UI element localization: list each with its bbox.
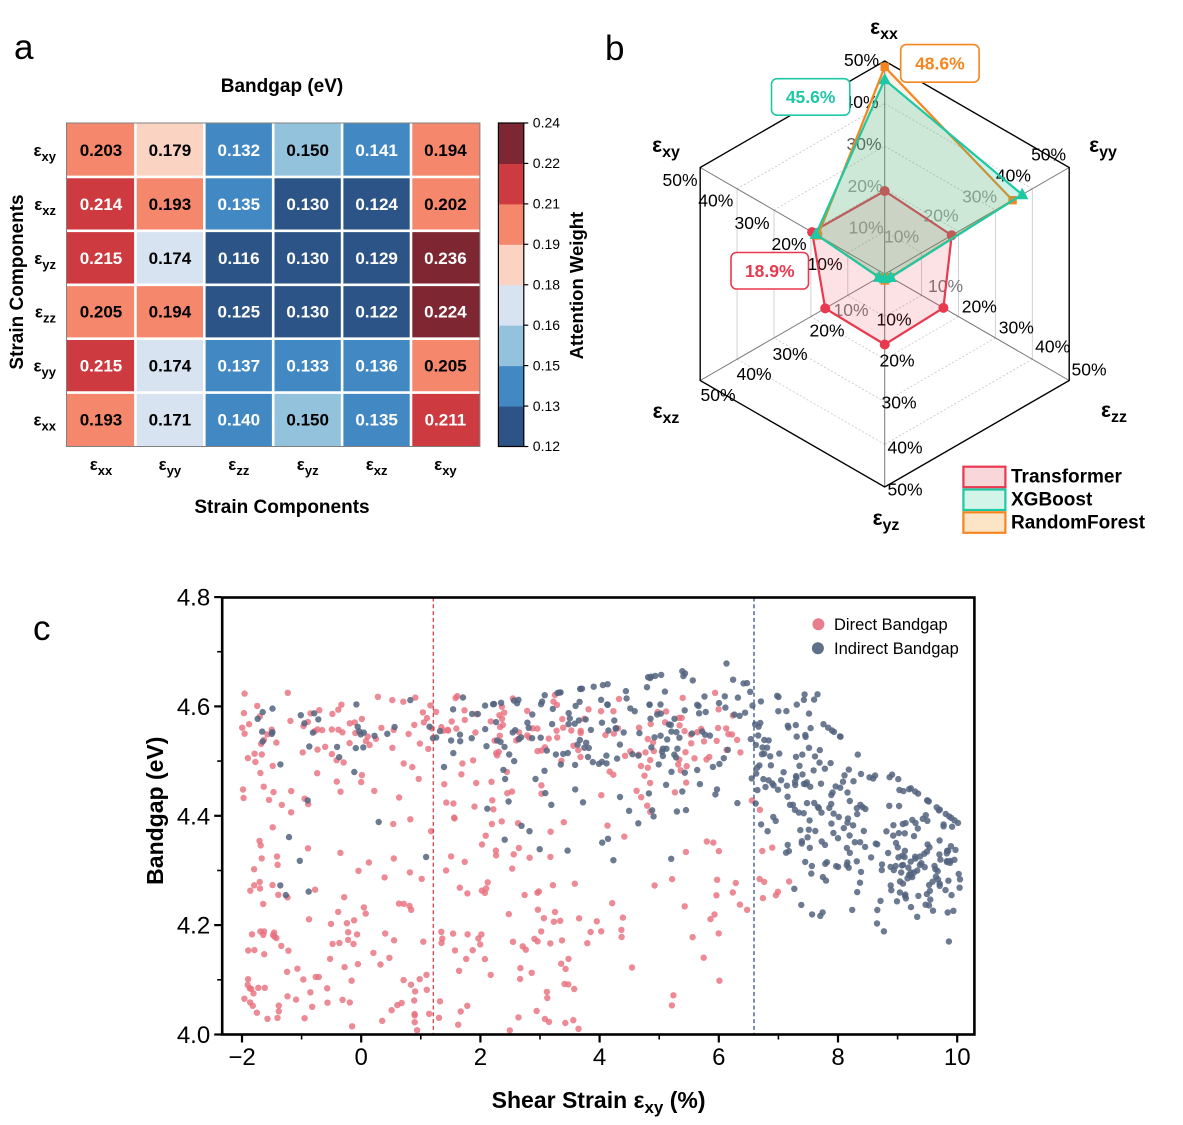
svg-text:0.130: 0.130 (286, 195, 329, 214)
svg-text:0.171: 0.171 (149, 411, 192, 430)
svg-text:Indirect Bandgap: Indirect Bandgap (834, 640, 959, 658)
svg-text:0.135: 0.135 (355, 411, 398, 430)
svg-text:0.132: 0.132 (218, 141, 261, 160)
svg-text:0.133: 0.133 (286, 357, 329, 376)
svg-text:30%: 30% (881, 393, 916, 413)
svg-text:10: 10 (944, 1044, 971, 1071)
svg-text:−2: −2 (228, 1044, 255, 1071)
svg-text:20%: 20% (809, 321, 844, 341)
svg-text:0.130: 0.130 (286, 303, 329, 322)
svg-text:0.215: 0.215 (80, 249, 123, 268)
svg-text:20%: 20% (962, 296, 997, 316)
svg-text:0.236: 0.236 (424, 249, 467, 268)
svg-text:10%: 10% (848, 217, 883, 237)
svg-text:48.6%: 48.6% (915, 53, 965, 73)
svg-text:8: 8 (831, 1044, 844, 1071)
svg-text:0.130: 0.130 (286, 249, 329, 268)
svg-text:0.124: 0.124 (355, 195, 398, 214)
svg-text:0.202: 0.202 (424, 195, 467, 214)
svg-text:0.141: 0.141 (355, 141, 398, 160)
svg-text:4.6: 4.6 (177, 694, 210, 721)
svg-text:6: 6 (712, 1044, 725, 1071)
svg-text:10%: 10% (884, 227, 919, 247)
svg-text:0.203: 0.203 (80, 141, 123, 160)
svg-text:4.8: 4.8 (177, 585, 210, 612)
svg-text:0.16: 0.16 (533, 317, 560, 333)
svg-text:XGBoost: XGBoost (1011, 490, 1093, 511)
svg-text:0.205: 0.205 (424, 357, 467, 376)
svg-text:0.24: 0.24 (533, 115, 560, 131)
svg-text:50%: 50% (887, 480, 922, 500)
svg-text:0.174: 0.174 (149, 249, 192, 268)
svg-text:0.13: 0.13 (533, 398, 560, 414)
svg-text:0.135: 0.135 (218, 195, 261, 214)
svg-text:4.4: 4.4 (177, 803, 210, 830)
svg-text:Bandgap (eV): Bandgap (eV) (142, 737, 168, 885)
svg-text:c: c (33, 609, 51, 648)
svg-text:2: 2 (474, 1044, 487, 1071)
svg-text:0.137: 0.137 (218, 357, 261, 376)
svg-text:20%: 20% (879, 351, 914, 371)
svg-text:20%: 20% (771, 234, 806, 254)
svg-text:0.136: 0.136 (355, 357, 398, 376)
svg-text:Strain Components: Strain Components (194, 497, 369, 518)
svg-text:50%: 50% (662, 170, 697, 190)
svg-text:0.21: 0.21 (533, 196, 560, 212)
svg-text:Bandgap (eV): Bandgap (eV) (221, 76, 343, 97)
svg-text:Shear Strain εxy (%): Shear Strain εxy (%) (492, 1087, 706, 1117)
svg-text:0.22: 0.22 (533, 155, 560, 171)
svg-text:50%: 50% (844, 50, 879, 70)
svg-text:20%: 20% (847, 176, 882, 196)
svg-text:0.15: 0.15 (533, 357, 560, 373)
svg-text:Attention Weight: Attention Weight (566, 212, 587, 360)
svg-text:0.129: 0.129 (355, 249, 398, 268)
svg-text:20%: 20% (923, 206, 958, 226)
svg-text:0.211: 0.211 (425, 411, 467, 430)
svg-text:0.215: 0.215 (80, 357, 123, 376)
svg-text:0.116: 0.116 (218, 249, 260, 268)
svg-text:0.18: 0.18 (533, 276, 560, 292)
svg-text:0.150: 0.150 (286, 141, 329, 160)
svg-text:30%: 30% (772, 344, 807, 364)
svg-text:18.9%: 18.9% (745, 261, 795, 281)
svg-text:30%: 30% (999, 317, 1034, 337)
svg-text:0.150: 0.150 (286, 411, 329, 430)
svg-text:a: a (14, 28, 34, 67)
svg-text:0.140: 0.140 (218, 411, 261, 430)
svg-text:0.214: 0.214 (80, 195, 123, 214)
svg-text:0.122: 0.122 (355, 303, 398, 322)
svg-text:40%: 40% (736, 364, 771, 384)
svg-text:4.0: 4.0 (177, 1022, 210, 1049)
svg-text:0.125: 0.125 (218, 303, 261, 322)
svg-text:0.174: 0.174 (149, 357, 192, 376)
svg-text:10%: 10% (833, 300, 868, 320)
svg-text:Transformer: Transformer (1011, 467, 1122, 488)
svg-text:10%: 10% (876, 310, 911, 330)
svg-text:b: b (605, 29, 624, 68)
svg-text:4.2: 4.2 (177, 913, 210, 940)
svg-text:30%: 30% (734, 213, 769, 233)
svg-text:0.194: 0.194 (149, 303, 192, 322)
svg-text:30%: 30% (962, 187, 997, 207)
svg-text:50%: 50% (1031, 145, 1066, 165)
svg-text:0.193: 0.193 (80, 411, 123, 430)
svg-text:40%: 40% (698, 191, 733, 211)
svg-text:50%: 50% (700, 385, 735, 405)
svg-text:4: 4 (593, 1044, 606, 1071)
svg-text:40%: 40% (1035, 337, 1070, 357)
svg-text:0: 0 (355, 1044, 368, 1071)
svg-text:0.12: 0.12 (533, 438, 560, 454)
svg-text:Strain Components: Strain Components (7, 194, 28, 369)
svg-text:0.19: 0.19 (533, 236, 560, 252)
svg-text:40%: 40% (887, 437, 922, 457)
svg-text:RandomForest: RandomForest (1011, 512, 1146, 533)
svg-text:Direct Bandgap: Direct Bandgap (834, 616, 948, 634)
svg-text:45.6%: 45.6% (786, 87, 836, 107)
svg-text:0.205: 0.205 (80, 303, 123, 322)
svg-text:0.179: 0.179 (149, 141, 192, 160)
svg-text:50%: 50% (1071, 360, 1106, 380)
svg-text:0.224: 0.224 (424, 303, 467, 322)
svg-text:0.193: 0.193 (149, 195, 192, 214)
svg-text:0.194: 0.194 (424, 141, 467, 160)
